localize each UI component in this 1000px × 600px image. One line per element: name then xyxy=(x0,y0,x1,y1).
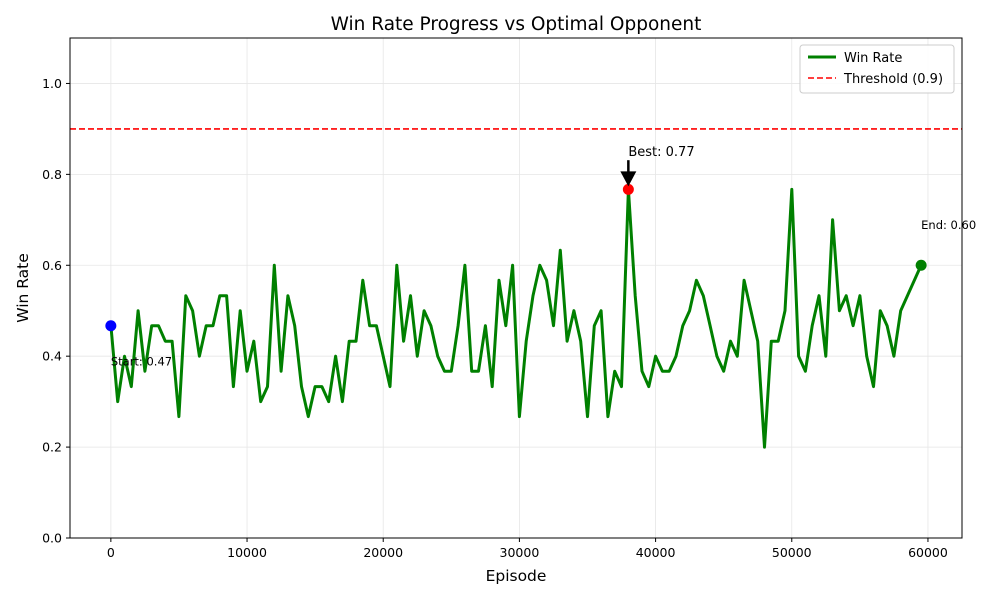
series-layer xyxy=(70,128,962,449)
plot-frame xyxy=(69,37,963,539)
highlight-marker xyxy=(105,320,117,332)
x-tick-label: 60000 xyxy=(908,545,948,560)
best-arrow-head xyxy=(620,171,637,187)
x-axis-label: Episode xyxy=(486,567,547,585)
win-rate-line xyxy=(109,187,923,449)
x-tick-label: 30000 xyxy=(500,545,540,560)
chart-title: Win Rate Progress vs Optimal Opponent xyxy=(331,14,702,35)
annotation-label: End: 0.60 xyxy=(921,218,976,232)
x-tick-label: 0 xyxy=(107,545,115,560)
x-tick-label: 40000 xyxy=(636,545,676,560)
axis-ticks: 0 10000 20000 30000 40000 50000 60000 0.0 0.2 0.4… xyxy=(42,76,948,560)
annotations: Start: 0.47 Best: 0.77 End: 0.60 xyxy=(111,145,976,368)
legend-label-threshold: Threshold (0.9) xyxy=(843,72,943,87)
highlight-marker xyxy=(622,183,634,195)
x-tick-label: 50000 xyxy=(772,545,812,560)
highlight-marker xyxy=(915,259,927,271)
x-tick-label: 10000 xyxy=(227,545,267,560)
y-tick-label: 0.0 xyxy=(42,531,62,546)
y-tick-label: 1.0 xyxy=(42,76,62,91)
legend: Win Rate Threshold (0.9) xyxy=(799,44,955,94)
y-tick-label: 0.6 xyxy=(42,258,62,273)
legend-box xyxy=(799,44,955,94)
y-tick-label: 0.4 xyxy=(42,349,62,364)
y-tick-label: 0.2 xyxy=(42,440,62,455)
x-tick-label: 20000 xyxy=(363,545,403,560)
legend-label-win-rate: Win Rate xyxy=(844,51,902,66)
annotation-label: Best: 0.77 xyxy=(628,145,694,160)
y-axis-label: Win Rate xyxy=(14,253,32,323)
y-tick-label: 0.8 xyxy=(42,167,62,182)
annotation-label: Start: 0.47 xyxy=(111,354,172,368)
